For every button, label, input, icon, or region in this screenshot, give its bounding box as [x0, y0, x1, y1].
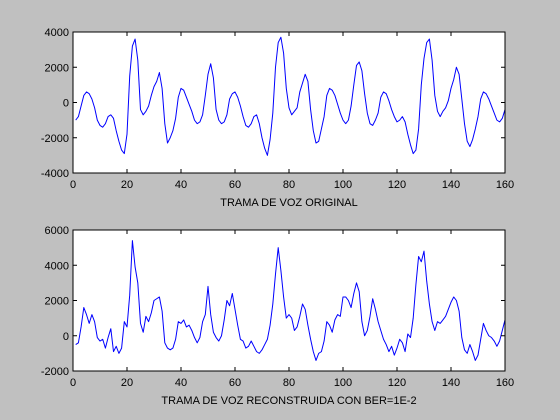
original-ytick-label: -4000: [41, 168, 69, 180]
original-series-line: [75, 36, 505, 156]
reconstructed-xtick-label: 100: [334, 377, 352, 389]
plot-original-xlabel: TRAMA DE VOZ ORIGINAL: [220, 197, 358, 209]
reconstructed-ytick-label: 4000: [45, 260, 69, 272]
reconstructed-ytick-label: 2000: [45, 296, 69, 308]
original-ytick-label: -2000: [41, 133, 69, 145]
plot-original: 0 20 40 60 80 100 120 140 160 -4000 -2000 0 2000 4000: [41, 27, 514, 191]
reconstructed-xtick-label: 20: [121, 377, 133, 389]
plot-reconstructed-xlabel: TRAMA DE VOZ RECONSTRUIDA CON BER=1E-2: [161, 395, 416, 407]
reconstructed-ytick-label: -2000: [41, 366, 69, 378]
original-ytick-label: 0: [63, 98, 69, 110]
original-xtick-label: 80: [283, 179, 295, 191]
reconstructed-axes-area: [73, 230, 505, 371]
original-xtick-label: 120: [388, 179, 406, 191]
original-xtick-label: 0: [70, 179, 76, 191]
reconstructed-ytick-label: 6000: [45, 225, 69, 237]
original-xtick-label: 40: [175, 179, 187, 191]
reconstructed-xtick-label: 0: [70, 377, 76, 389]
original-ytick-label: 2000: [45, 62, 69, 74]
reconstructed-xtick-label: 60: [229, 377, 241, 389]
original-xtick-label: 100: [334, 179, 352, 191]
reconstructed-xtick-label: 160: [496, 377, 514, 389]
original-ytick-label: 4000: [45, 27, 69, 39]
reconstructed-xtick-label: 120: [388, 377, 406, 389]
original-xtick-label: 140: [442, 179, 460, 191]
original-axes-area: [73, 32, 505, 173]
reconstructed-xtick-label: 40: [175, 377, 187, 389]
original-xtick-label: 160: [496, 179, 514, 191]
original-xtick-label: 60: [229, 179, 241, 191]
reconstructed-series-line: [75, 240, 505, 361]
reconstructed-ytick-label: 0: [63, 331, 69, 343]
reconstructed-xtick-label: 80: [283, 377, 295, 389]
reconstructed-xtick-label: 140: [442, 377, 460, 389]
original-xtick-label: 20: [121, 179, 133, 191]
